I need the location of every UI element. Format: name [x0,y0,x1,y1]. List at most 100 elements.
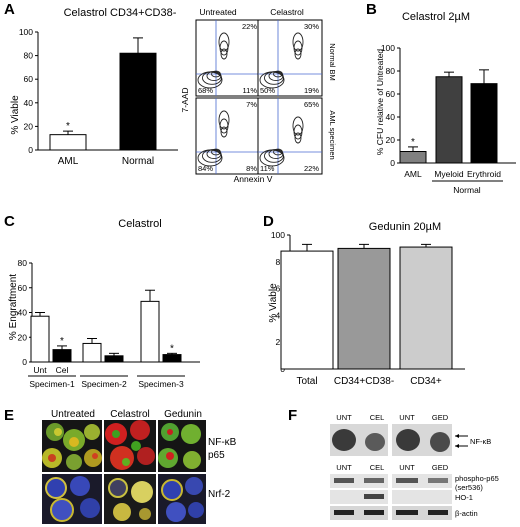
western-blot-panel: UNT CEL UNT GED NF-κB UNT CEL UNT GED ph… [330,413,499,520]
chart-d-title: Gedunin 20µM [369,221,441,233]
flow-contour [218,32,230,52]
chart-b-ytick-label: 0 [390,158,395,168]
flow-plot-frame [195,97,261,175]
microscopy-panel: Untreated Celastrol Gedunin NF-κB p65 Nr… [42,409,237,524]
micro-image-celastrol-nrf2 [104,474,156,524]
wb-ho1-blot-left [330,490,388,504]
chart-b-bar [399,151,427,164]
chart-a-ytick-label: 40 [24,98,34,108]
chart-c-bar [162,354,182,363]
flow-contour [294,48,302,60]
chart-c-ytick-label: 40 [18,308,28,318]
flow-contour [219,40,229,56]
wb-bottom-lane-1: UNT [336,463,352,472]
flow-pct-upper-right: 30% [304,22,319,31]
chart-c-group-label: Specimen-3 [138,379,184,389]
flow-xlabel: Annexin V [234,174,273,184]
chart-b-category-label: Myeloid [434,169,464,179]
flow-row-label-aml-specimen: AML specimen [328,110,337,159]
chart-a-ytick-label: 20 [24,121,34,131]
chart-c-ytick-label: 60 [18,283,28,293]
chart-c-group-label: Specimen-2 [81,379,127,389]
chart-b-category-label: AML [404,169,422,179]
chart-b-ytick-label: 100 [381,43,395,53]
flow-cytometry-panel: Untreated Celastrol Normal BM AML specim… [180,7,337,184]
chart-b-ytick-label: 60 [386,89,396,99]
flow-plot-frame [257,97,323,175]
chart-b-ytick-label: 20 [386,135,396,145]
wb-top-lane-3: UNT [399,413,415,422]
wb-actin-blot-right [392,506,452,520]
chart-b-bar [435,76,463,164]
chart-c-ytick-label: 80 [18,258,28,268]
flow-contour [273,70,283,78]
chart-d-bar [280,250,334,370]
micro-image-untreated-nfkb [42,420,102,472]
flow-pct-lower-left: 50% [260,86,275,95]
chart-d-ylabel: % Viable [268,283,279,323]
chart-a-ytick-label: 0 [28,145,33,155]
chart-d-ytick-label: 80 [276,257,286,267]
flow-contour [211,148,221,156]
chart-d-category-label: CD34+ [410,376,442,387]
wb-label-phospho-p65: phospho-p65 [455,474,499,483]
flow-contour [220,126,228,138]
panel-letter-e: E [4,407,14,424]
chart-a-bar [119,52,157,151]
flow-contour [292,116,304,136]
flow-pct-lower-right: 22% [304,164,319,173]
micro-image-celastrol-nfkb [104,420,156,472]
micro-image-gedunin-nrf2 [158,474,206,524]
chart-d-bar [399,246,453,370]
chart-b-title: Celastrol 2µM [402,11,470,23]
flow-ylabel: 7-AAD [180,87,190,112]
micro-row-label-nrf2: Nrf-2 [208,489,231,500]
wb-top-lane-2: CEL [370,413,385,422]
flow-plot: 65% 11% 22% [257,97,323,175]
flow-contour [218,110,230,130]
flow-contour [273,148,283,156]
panel-letter-c: C [4,213,15,230]
chart-b-ytick-label: 40 [386,112,396,122]
chart-c-significance-star: * [170,343,174,354]
chart-c-title: Celastrol [118,218,161,230]
flow-contour [293,40,303,56]
panel-letter-d: D [263,213,274,230]
flow-contour [294,132,302,144]
micro-col-label-gedunin: Gedunin [164,409,202,420]
chart-c-bar [82,342,102,363]
chart-a-ylabel: % Viable [10,95,21,135]
chart-c-ylabel: % Engraftment [8,274,19,340]
chart-a-category-label: AML [58,156,79,167]
wb-top-lane-4: GED [432,413,449,422]
chart-b-ylabel: % CFU relative of Untreated [375,49,385,156]
chart-c-bar [140,300,160,363]
flow-col-label-untreated: Untreated [199,7,237,17]
flow-pct-lower-right: 19% [304,86,319,95]
chart-a-ytick-label: 80 [24,51,34,61]
panel-letter-b: B [366,1,377,18]
flow-pct-lower-right: 8% [246,164,257,173]
flow-contour [292,32,304,52]
flow-pct-upper-right: 7% [246,100,257,109]
flow-contour [293,124,303,140]
chart-c-ytick-label: 20 [18,332,28,342]
wb-label-beta-actin: β-actin [455,509,478,518]
chart-b-ytick-label: 80 [386,66,396,76]
chart-d-ytick-label: 40 [276,310,286,320]
wb-phospho-blot-left [330,474,388,488]
chart-c-ytick-label: 0 [22,357,27,367]
chart-c-bar [52,349,72,363]
flow-plot: 30% 50% 19% [257,19,323,97]
micro-image-gedunin-nfkb [158,420,206,472]
wb-phospho-blot-right [392,474,452,488]
chart-a-category-label: Normal [122,156,154,167]
micro-image-untreated-nrf2 [42,474,102,524]
panel-letter-a: A [4,1,15,18]
flow-plot: 22% 68% 11% [195,19,261,97]
micro-col-label-celastrol: Celastrol [110,409,149,420]
chart-c-group-label: Specimen-1 [29,379,75,389]
chart-d-category-label: Total [296,376,317,387]
wb-top-lane-1: UNT [336,413,352,422]
wb-actin-blot-left [330,506,388,520]
